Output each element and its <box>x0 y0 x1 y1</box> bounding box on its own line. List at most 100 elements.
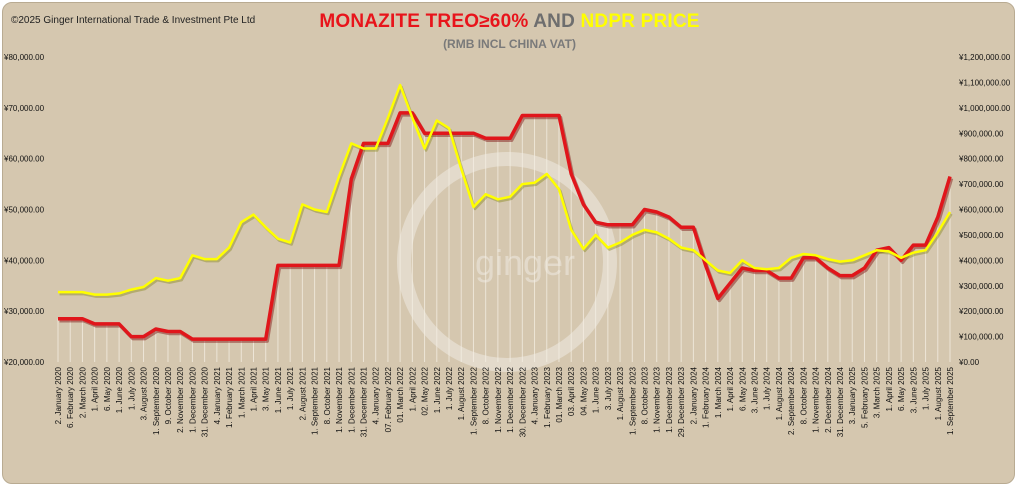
x-axis-tick-label: 6. May 2020 <box>103 366 112 411</box>
x-axis-tick-label: 01. March 2023 <box>555 366 564 422</box>
x-axis-tick-label: 1. September 2022 <box>469 366 478 435</box>
x-axis-tick-label: 1. July 2020 <box>127 366 136 410</box>
x-axis-tick-label: 3. May 2021 <box>262 366 271 411</box>
x-axis-tick-label: 1. September 2025 <box>946 366 955 435</box>
right-axis-tick-label: ¥500,000.00 <box>958 231 1004 240</box>
left-axis-tick-label: ¥70,000.00 <box>3 104 45 113</box>
chart-subtitle: (RMB INCL CHINA VAT) <box>443 37 576 51</box>
x-axis-tick-label: 2. November 2020 <box>176 366 185 432</box>
ginger-logo-watermark: ginger <box>397 152 617 372</box>
title-and: AND <box>533 11 575 32</box>
right-axis-tick-label: ¥0.00 <box>958 358 980 367</box>
x-axis-tick-label: 31. December 2021 <box>359 366 368 437</box>
x-axis-tick-label: 1. July 2025 <box>922 366 931 410</box>
right-axis-tick-label: ¥800,000.00 <box>958 155 1004 164</box>
x-axis-tick-label: 02. May 2022 <box>421 366 430 415</box>
series-line-ndpr <box>58 83 952 296</box>
x-axis-tick-label: 1. December 2022 <box>506 366 515 432</box>
x-axis-tick-label: 1. March 2024 <box>714 366 723 418</box>
x-axis-tick-label: 1. August 2023 <box>616 366 625 420</box>
x-axis-tick-label: 3. July 2023 <box>604 366 613 410</box>
x-axis-tick-label: 1. June 2021 <box>274 366 283 413</box>
left-axis-tick-label: ¥30,000.00 <box>3 307 45 316</box>
x-axis-tick-label: 3. August 2020 <box>140 366 149 420</box>
right-axis-tick-label: ¥1,100,000.00 <box>958 78 1011 87</box>
left-axis-ticks: ¥20,000.00 ¥30,000.00 ¥40,000.00 ¥50,000.00… <box>3 53 45 367</box>
left-axis-tick-label: ¥40,000.00 <box>3 256 45 265</box>
x-axis-tick-label: 1. June 2020 <box>115 366 124 413</box>
x-axis-tick-label: 1. September 2020 <box>152 366 161 435</box>
x-axis-tick-label: 2. August 2021 <box>298 366 307 420</box>
x-axis-tick-label: 1. December 2020 <box>188 366 197 432</box>
copyright-text: ©2025 Ginger International Trade & Inves… <box>11 15 256 26</box>
x-axis-tick-label: 1. December 2023 <box>665 366 674 432</box>
x-axis-tick-label: 2. January 2024 <box>689 366 698 424</box>
right-axis-tick-label: ¥300,000.00 <box>958 282 1004 291</box>
x-axis-tick-label: 07. February 2022 <box>384 366 393 432</box>
right-axis-tick-label: ¥1,200,000.00 <box>958 53 1011 62</box>
x-axis-tick-label: 1. November 2021 <box>335 366 344 432</box>
x-axis-tick-label: 31. December 2020 <box>201 366 210 437</box>
x-axis-tick-label: 30. December 2022 <box>518 366 527 437</box>
right-axis-tick-label: ¥200,000.00 <box>958 307 1004 316</box>
x-axis-tick-label: 1. June 2023 <box>592 366 601 413</box>
x-axis-tick-label: 4. January 2021 <box>213 366 222 424</box>
right-axis-tick-label: ¥600,000.00 <box>958 206 1004 215</box>
x-axis-tick-label: 4. January 2022 <box>372 366 381 424</box>
x-axis-tick-label: 2. January 2020 <box>54 366 63 424</box>
right-axis-ticks: ¥0.00 ¥100,000.00 ¥200,000.00 ¥300,000.00 ¥4… <box>958 53 1011 367</box>
x-axis-tick-label: 1. September 2021 <box>311 366 320 435</box>
x-axis-tick-label: 6. May 2025 <box>897 366 906 411</box>
right-axis-tick-label: ¥1,000,000.00 <box>958 104 1011 113</box>
drop-lines <box>57 112 951 362</box>
x-axis-tick-label: 3. June 2025 <box>909 366 918 413</box>
chart-title: MONAZITE TREO≥60% AND NDPR PRICE <box>3 11 1014 33</box>
x-axis-tick-label: 1. September 2023 <box>628 366 637 435</box>
x-axis-tick-label: 3. March 2025 <box>873 366 882 418</box>
x-axis-tick-label: 1. February 2023 <box>543 366 552 427</box>
x-axis-tick-label: 1. August 2022 <box>457 366 466 420</box>
x-axis-tick-label: 5. February 2025 <box>860 366 869 427</box>
x-axis-tick-label: 8. October 2021 <box>323 366 332 424</box>
x-axis-tick-label: 1. November 2023 <box>653 366 662 432</box>
x-axis-tick-label: 9. October 2020 <box>164 366 173 424</box>
x-axis-tick-label: 1. April 2020 <box>91 366 100 411</box>
x-axis-tick-label: 31. December 2024 <box>836 366 845 437</box>
right-axis-tick-label: ¥400,000.00 <box>958 256 1004 265</box>
x-axis-tick-label: 6. February 2020 <box>66 366 75 427</box>
right-axis-tick-label: ¥100,000.00 <box>958 333 1004 342</box>
x-axis-tick-label: 3. January 2025 <box>848 366 857 424</box>
left-axis-tick-label: ¥20,000.00 <box>3 358 45 367</box>
x-axis-tick-label: 2. December 2024 <box>824 366 833 432</box>
x-axis-tick-label: 3. June 2024 <box>750 366 759 413</box>
series-shadow-monazite <box>59 113 954 343</box>
x-axis-tick-label: 1. April 2022 <box>408 366 417 411</box>
x-axis-tick-label: 2. March 2020 <box>78 366 87 418</box>
x-axis-tick-label: 1. August 2024 <box>775 366 784 420</box>
x-axis-tick-label: 1. July 2024 <box>763 366 772 410</box>
x-axis-tick-label: 1. April 2021 <box>250 366 259 411</box>
x-axis-tick-label: 8. October 2023 <box>641 366 650 424</box>
x-axis-tick-label: 8. October 2024 <box>799 366 808 424</box>
x-axis-tick-label: 29. December 2023 <box>677 366 686 437</box>
left-axis-tick-label: ¥80,000.00 <box>3 53 45 62</box>
left-axis-tick-label: ¥60,000.00 <box>3 155 45 164</box>
x-axis-tick-label: 1. August 2025 <box>934 366 943 420</box>
left-axis-tick-label: ¥50,000.00 <box>3 206 45 215</box>
x-axis-tick-label: 1. February 2024 <box>702 366 711 427</box>
x-axis-tick-label: 1. February 2021 <box>225 366 234 427</box>
x-axis-tick-label: 8. October 2022 <box>482 366 491 424</box>
x-axis-tick-label: 01. March 2022 <box>396 366 405 422</box>
x-axis-ticks: 2. January 2020 6. February 2020 2. March … <box>54 366 955 437</box>
x-axis-tick-label: 04. May 2023 <box>579 366 588 415</box>
x-axis-tick-label: 1. March 2021 <box>237 366 246 418</box>
x-axis-tick-label: 1. July 2021 <box>286 366 295 410</box>
x-axis-tick-label: 2. September 2024 <box>787 366 796 435</box>
x-axis-tick-label: 4. January 2023 <box>531 366 540 424</box>
x-axis-tick-label: 1. July 2022 <box>445 366 454 410</box>
right-axis-tick-label: ¥900,000.00 <box>958 129 1004 138</box>
title-monazite: MONAZITE TREO≥60% <box>319 11 529 32</box>
x-axis-tick-label: 1. December 2021 <box>347 366 356 432</box>
